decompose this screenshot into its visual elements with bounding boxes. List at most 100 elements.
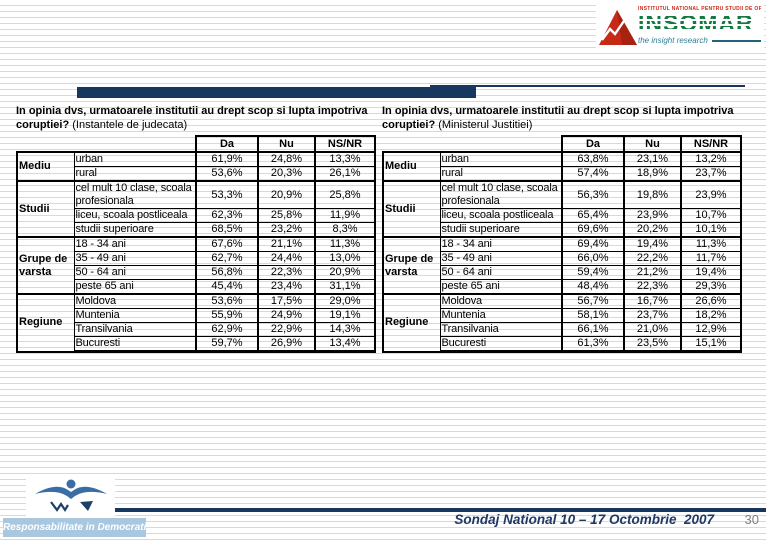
table-row: Mediu urban 63,8% 23,1% 13,2% (382, 151, 742, 182)
header-spacer (383, 136, 562, 152)
column-header-da: Da (195, 135, 259, 153)
column-header-nsnr: NS/NR (314, 135, 376, 153)
value-cell: 23,9% (680, 180, 742, 209)
table-header-row: Da Nu NS/NR (17, 135, 376, 153)
page-number: 30 (744, 512, 759, 527)
value-cell: 11,9% (314, 208, 376, 223)
value-cell: 55,9% (195, 308, 259, 323)
table-row: Grupe de varsta 18 - 34 ani 67,6% 21,1% 11,3… (16, 236, 376, 295)
value-cell: 23,9% (623, 208, 682, 223)
value-cell: 57,4% (561, 166, 625, 182)
value-cell: 45,4% (195, 279, 259, 295)
value-cell: 59,7% (195, 336, 259, 353)
top-accent-line (430, 85, 745, 87)
value-cell: 19,4% (680, 265, 742, 280)
table-row: Grupe de varsta 18 - 34 ani 69,4% 19,4% 11,3… (382, 236, 742, 295)
category-cell: cel mult 10 clase, scoala profesionala (73, 180, 197, 209)
panel-title-question: In opinia dvs, urmatoarele institutii au… (16, 105, 368, 131)
table-row: Bucuresti 61,3% 23,5% 15,1% (383, 336, 742, 353)
category-cell: Moldova (73, 293, 197, 309)
category-cell: 18 - 34 ani (73, 236, 197, 252)
category-cell: 35 - 49 ani (439, 251, 563, 266)
table-row: Transilvania 66,1% 21,0% 12,9% (383, 322, 742, 337)
insomar-caption: INSTITUTUL NATIONAL PENTRU STUDII DE OPI… (638, 6, 761, 12)
value-cell: 56,3% (561, 180, 625, 209)
table-row: liceu, scoala postliceala 62,3% 25,8% 11,9% (17, 208, 376, 223)
value-cell: 56,7% (561, 293, 625, 309)
table-row: Regiune Moldova 53,6% 17,5% 29,0% (16, 293, 376, 353)
value-cell: 29,3% (680, 279, 742, 295)
table-row: Studii cel mult 10 clase, scoala profesio… (382, 180, 742, 238)
value-cell: 29,0% (314, 293, 376, 309)
insomar-tagline-row: the insight research (638, 36, 761, 45)
category-cell: liceu, scoala postliceala (73, 208, 197, 223)
table-row: 35 - 49 ani 66,0% 22,2% 11,7% (383, 251, 742, 266)
panel-title-subject: (Ministerul Justitiei) (438, 119, 533, 131)
column-header-nsnr: NS/NR (680, 135, 742, 153)
category-cell: Muntenia (73, 308, 197, 323)
table-row: 35 - 49 ani 62,7% 24,4% 13,0% (17, 251, 376, 266)
category-cell: Moldova (439, 293, 563, 309)
value-cell: 53,6% (195, 293, 259, 309)
value-cell: 23,2% (257, 222, 316, 238)
category-cell: cel mult 10 clase, scoala profesionala (439, 180, 563, 209)
value-cell: 67,6% (195, 236, 259, 252)
value-cell: 10,7% (680, 208, 742, 223)
value-cell: 62,3% (195, 208, 259, 223)
value-cell: 62,7% (195, 251, 259, 266)
table-row: rural 57,4% 18,9% 23,7% (383, 166, 742, 182)
value-cell: 22,2% (623, 251, 682, 266)
value-cell: 19,1% (314, 308, 376, 323)
value-cell: 16,7% (623, 293, 682, 309)
value-cell: 13,0% (314, 251, 376, 266)
column-header-nu: Nu (257, 135, 316, 153)
category-cell: peste 65 ani (73, 279, 197, 295)
category-cell: liceu, scoala postliceala (439, 208, 563, 223)
value-cell: 68,5% (195, 222, 259, 238)
value-cell: 10,1% (680, 222, 742, 238)
value-cell: 22,3% (257, 265, 316, 280)
value-cell: 11,3% (314, 236, 376, 252)
table-row: 50 - 64 ani 56,8% 22,3% 20,9% (17, 265, 376, 280)
value-cell: 23,7% (623, 308, 682, 323)
category-cell: Muntenia (439, 308, 563, 323)
table-row: 50 - 64 ani 59,4% 21,2% 19,4% (383, 265, 742, 280)
row-group-label: Mediu (16, 151, 75, 182)
row-group-label: Grupe de varsta (382, 236, 441, 295)
category-cell: urban (73, 151, 197, 167)
value-cell: 20,9% (314, 265, 376, 280)
table-row: studii superioare 69,6% 20,2% 10,1% (383, 222, 742, 238)
value-cell: 26,1% (314, 166, 376, 182)
value-cell: 19,4% (623, 236, 682, 252)
panel-title: In opinia dvs, urmatoarele institutii au… (382, 104, 740, 132)
responsabilitate-banner: Responsabilitate in Democratie (3, 518, 146, 537)
value-cell: 14,3% (314, 322, 376, 337)
value-cell: 20,3% (257, 166, 316, 182)
column-header-da: Da (561, 135, 625, 153)
table-row: studii superioare 68,5% 23,2% 8,3% (17, 222, 376, 238)
table-row: peste 65 ani 48,4% 22,3% 29,3% (383, 279, 742, 295)
value-cell: 13,3% (314, 151, 376, 167)
value-cell: 62,9% (195, 322, 259, 337)
value-cell: 69,6% (561, 222, 625, 238)
row-group-label: Regiune (382, 293, 441, 353)
value-cell: 19,8% (623, 180, 682, 209)
value-cell: 59,4% (561, 265, 625, 280)
value-cell: 23,1% (623, 151, 682, 167)
value-cell: 26,6% (680, 293, 742, 309)
value-cell: 25,8% (314, 180, 376, 209)
table-row: Mediu urban 61,9% 24,8% 13,3% (16, 151, 376, 182)
table-row: Regiune Moldova 56,7% 16,7% 26,6% (382, 293, 742, 353)
value-cell: 17,5% (257, 293, 316, 309)
value-cell: 63,8% (561, 151, 625, 167)
category-cell: studii superioare (73, 222, 197, 238)
value-cell: 11,3% (680, 236, 742, 252)
value-cell: 18,9% (623, 166, 682, 182)
category-cell: peste 65 ani (439, 279, 563, 295)
value-cell: 53,3% (195, 180, 259, 209)
row-group-label: Studii (16, 180, 75, 238)
value-cell: 61,9% (195, 151, 259, 167)
value-cell: 53,6% (195, 166, 259, 182)
value-cell: 18,2% (680, 308, 742, 323)
value-cell: 48,4% (561, 279, 625, 295)
